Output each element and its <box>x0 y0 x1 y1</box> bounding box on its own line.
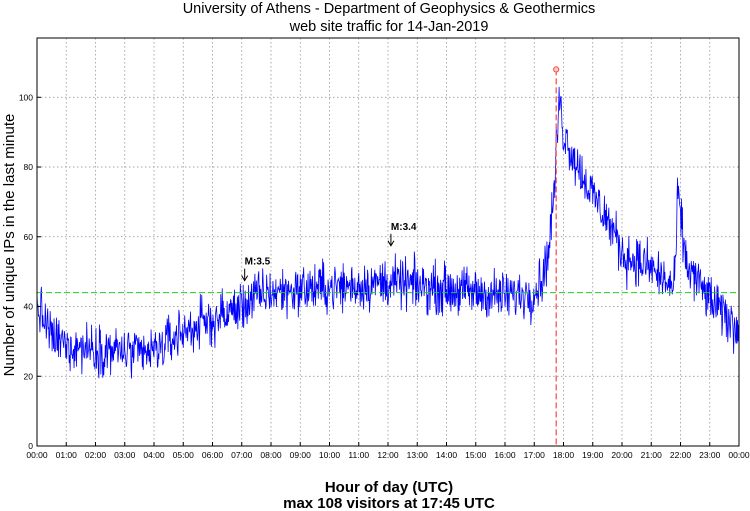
chart-subtitle: max 108 visitors at 17:45 UTC <box>283 495 495 511</box>
x-tick-label: 02:00 <box>85 450 107 460</box>
x-tick-label: 03:00 <box>114 450 136 460</box>
x-tick-label: 01:00 <box>56 450 78 460</box>
x-tick-label: 21:00 <box>641 450 663 460</box>
y-axis-ticks: 0 20 40 60 80 100 <box>19 92 41 451</box>
x-tick-label: 22:00 <box>670 450 692 460</box>
x-tick-label: 12:00 <box>377 450 399 460</box>
y-axis-label: Number of unique IPs in the last minute <box>1 114 18 377</box>
y-tick-label: 80 <box>24 162 34 172</box>
x-tick-label: 09:00 <box>290 450 312 460</box>
traffic-series-line <box>36 86 740 379</box>
chart-title-line1: University of Athens - Department of Geo… <box>183 1 596 17</box>
chart-title-line2: web site traffic for 14-Jan-2019 <box>289 19 489 35</box>
x-tick-label: 00:00 <box>728 450 750 460</box>
annotation-label: M:3.5 <box>245 257 271 268</box>
annotation-arrow-head <box>241 275 249 282</box>
x-tick-label: 17:00 <box>524 450 546 460</box>
x-axis-ticks: 00:00 01:00 02:00 03:00 04:00 05:00 06:00 07:00… <box>26 442 750 460</box>
overlay-group: M:3.5 M:3.4 <box>37 66 739 446</box>
x-tick-label: 20:00 <box>611 450 633 460</box>
x-tick-label: 07:00 <box>231 450 253 460</box>
grid-lines <box>37 38 739 446</box>
x-tick-label: 18:00 <box>553 450 575 460</box>
x-axis-label: Hour of day (UTC) <box>325 479 453 496</box>
x-tick-label: 16:00 <box>494 450 516 460</box>
y-tick-label: 0 <box>28 441 33 451</box>
x-tick-label: 14:00 <box>436 450 458 460</box>
annotation-label: M:3.4 <box>391 222 417 233</box>
x-tick-label: 04:00 <box>143 450 165 460</box>
series-line-group <box>36 86 740 379</box>
max-marker-dot <box>553 66 560 73</box>
y-tick-label: 40 <box>24 302 34 312</box>
x-tick-label: 06:00 <box>202 450 224 460</box>
x-tick-label: 11:00 <box>348 450 369 460</box>
x-tick-label: 23:00 <box>699 450 721 460</box>
y-tick-label: 20 <box>24 371 34 381</box>
x-tick-label: 10:00 <box>319 450 341 460</box>
y-tick-label: 100 <box>19 92 33 102</box>
x-tick-label: 19:00 <box>582 450 604 460</box>
x-tick-label: 15:00 <box>465 450 487 460</box>
x-tick-label: 08:00 <box>260 450 282 460</box>
x-tick-label: 05:00 <box>173 450 195 460</box>
x-tick-label: 00:00 <box>26 450 48 460</box>
x-tick-label: 13:00 <box>407 450 429 460</box>
y-tick-label: 60 <box>24 232 34 242</box>
annotation-arrow-head <box>387 240 395 247</box>
